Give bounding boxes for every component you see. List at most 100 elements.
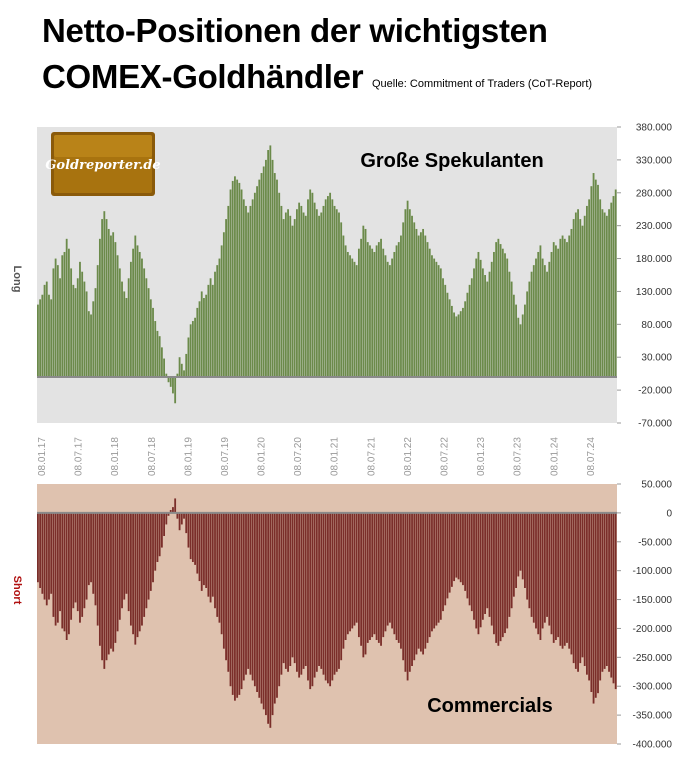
top-bar [577, 209, 579, 377]
top-bar [87, 311, 90, 377]
top-bar [402, 222, 405, 377]
bot-bar [391, 512, 394, 629]
top-bar [158, 336, 161, 377]
bot-bar [404, 512, 407, 672]
top-bar [198, 301, 201, 377]
bot-bar [214, 512, 216, 609]
bot-bar [413, 512, 416, 661]
bot-bar [267, 512, 270, 724]
bot-bar [335, 512, 338, 672]
bot-bar [48, 512, 50, 600]
top-bar [242, 199, 245, 377]
top-bar [116, 255, 119, 377]
bot-bar [258, 512, 261, 698]
bot-bar [614, 512, 617, 690]
top-bar [605, 215, 608, 377]
bot-bar [362, 512, 365, 658]
bot-bar [260, 512, 263, 704]
bot-bar [570, 512, 573, 655]
top-bar [247, 212, 250, 377]
bot-bar [114, 512, 117, 643]
x-tick-label: 08.07.23 [513, 437, 524, 476]
bot-bar [468, 512, 471, 606]
top-bar [313, 202, 316, 377]
bot-bar [331, 512, 334, 681]
bot-bar [442, 512, 444, 612]
top-ytick-label: -70.000 [638, 419, 672, 430]
top-bar [293, 219, 296, 377]
bot-bar [225, 512, 227, 661]
top-bar [457, 314, 460, 377]
bot-bar [481, 512, 484, 620]
bot-bar [572, 512, 575, 664]
top-bar [205, 294, 208, 377]
top-bar [468, 284, 471, 377]
bot-bar [453, 512, 455, 582]
top-bar [444, 284, 447, 377]
bot-bar [79, 512, 81, 623]
bot-bar [198, 512, 201, 582]
bot-bar [338, 512, 340, 669]
x-tick-label: 08.07.18 [147, 437, 158, 476]
top-bar [289, 215, 292, 377]
top-bar [134, 235, 137, 377]
top-bar [570, 228, 573, 377]
bot-bar [415, 512, 418, 655]
bot-bar [459, 512, 462, 583]
bot-bar [424, 512, 427, 649]
top-bar [203, 298, 205, 377]
top-bar [508, 271, 511, 377]
bot-bar [548, 512, 551, 626]
top-bar [70, 268, 73, 377]
bot-bar [189, 512, 192, 560]
x-tick-label: 08.07.19 [220, 437, 231, 476]
top-bar [172, 376, 174, 394]
top-bar [136, 245, 139, 377]
top-bar [209, 278, 212, 377]
top-bar [178, 357, 181, 377]
top-bar [408, 209, 411, 377]
bot-bar [455, 512, 458, 578]
bot-bar [473, 512, 475, 620]
bot-bar [393, 512, 396, 635]
bot-bar [351, 512, 354, 629]
bot-bar [435, 512, 438, 626]
top-bar [497, 238, 500, 377]
bot-bar [552, 512, 555, 643]
top-bar [579, 219, 582, 377]
top-bar [121, 281, 123, 377]
top-bar [118, 268, 121, 377]
bot-bar [380, 512, 382, 646]
top-bar [282, 219, 285, 377]
top-bar [437, 265, 440, 377]
bot-bar [431, 512, 433, 632]
bot-bar [501, 512, 504, 638]
top-bar [132, 248, 135, 377]
bot-bar [386, 512, 389, 626]
x-tick-label: 08.01.24 [549, 437, 560, 476]
top-bar [329, 192, 332, 377]
bot-bar [515, 512, 517, 588]
bot-bar [149, 512, 152, 591]
bot-bar [72, 512, 75, 609]
x-tick-label: 08.01.19 [183, 437, 194, 476]
bot-bar [94, 512, 97, 606]
bot-bar [479, 512, 482, 628]
bot-bar [183, 512, 185, 519]
top-bar [207, 284, 210, 377]
bot-bar [530, 512, 533, 617]
top-bar [532, 265, 535, 377]
top-bar [541, 258, 544, 377]
bot-bar [253, 512, 256, 687]
x-tick-label: 08.07.21 [366, 437, 377, 476]
top-bar [74, 288, 77, 377]
top-bar [65, 238, 68, 377]
top-bar [366, 242, 369, 377]
bot-bar [521, 512, 524, 580]
top-bar [222, 232, 225, 377]
top-bar [371, 248, 374, 377]
bot-bar [490, 512, 493, 626]
bot-bar [262, 512, 265, 710]
top-bar [110, 235, 112, 377]
